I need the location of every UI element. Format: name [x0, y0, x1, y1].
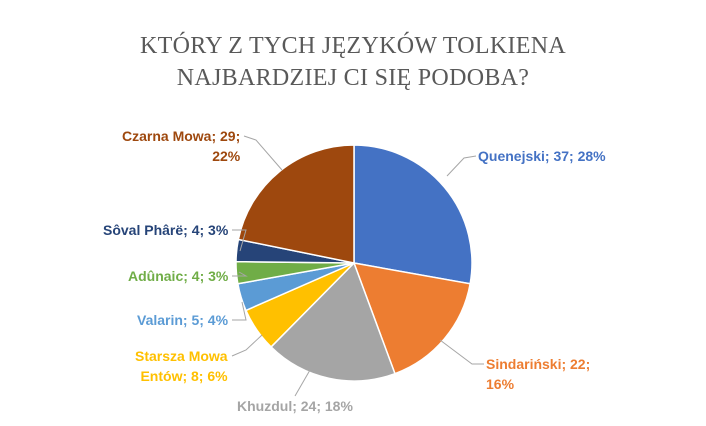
leader-line — [439, 339, 484, 365]
chart-title-line-1: KTÓRY Z TYCH JĘZYKÓW TOLKIENA — [139, 33, 567, 59]
data-label-line: Khuzdul; 24; 18% — [237, 398, 353, 414]
data-label: Adûnaic; 4; 3% — [128, 266, 228, 286]
leader-line — [232, 271, 248, 277]
pie-slice-sindariński — [352, 262, 472, 375]
data-label-line: Quenejski; 37; 28% — [478, 148, 606, 164]
data-label-line: 22% — [212, 148, 241, 164]
data-label: Sôval Phârë; 4; 3% — [103, 220, 228, 240]
data-label: Czarna Mowa; 29; 22% — [122, 126, 240, 166]
pie-slice-khuzdul — [269, 261, 396, 382]
data-label-line: Czarna Mowa; 29; — [122, 128, 241, 144]
data-label-line: Sindariński; 22; — [486, 356, 591, 372]
leader-line — [231, 334, 263, 357]
data-label: Khuzdul; 24; 18% — [237, 396, 353, 416]
pie-slice-quenejski — [353, 144, 473, 285]
pie-slice-czarna-mowa — [237, 144, 355, 264]
data-label: Starsza Mowa Entów; 8; 6% — [135, 346, 228, 386]
data-label-line: Starsza Mowa — [135, 348, 228, 364]
chart-title-line-2: NAJBARDZIEJ CI SIĘ PODOBA? — [176, 65, 530, 91]
data-label: Sindariński; 22; 16% — [486, 354, 590, 394]
data-label-line: 16% — [486, 376, 515, 392]
data-label-line: Entów; 8; 6% — [140, 368, 228, 384]
data-label-line: Valarin; 5; 4% — [137, 312, 229, 328]
leader-line — [294, 369, 311, 397]
leader-line — [446, 155, 477, 177]
data-label-line: Sôval Phârë; 4; 3% — [103, 222, 229, 238]
chart-title: KTÓRY Z TYCH JĘZYKÓW TOLKIENA NAJBARDZIE… — [0, 30, 706, 94]
data-label: Valarin; 5; 4% — [137, 310, 228, 330]
leader-line — [232, 229, 247, 252]
leader-line — [232, 301, 247, 321]
leader-line — [243, 135, 283, 171]
data-label: Quenejski; 37; 28% — [478, 146, 606, 166]
data-label-line: Adûnaic; 4; 3% — [128, 268, 229, 284]
